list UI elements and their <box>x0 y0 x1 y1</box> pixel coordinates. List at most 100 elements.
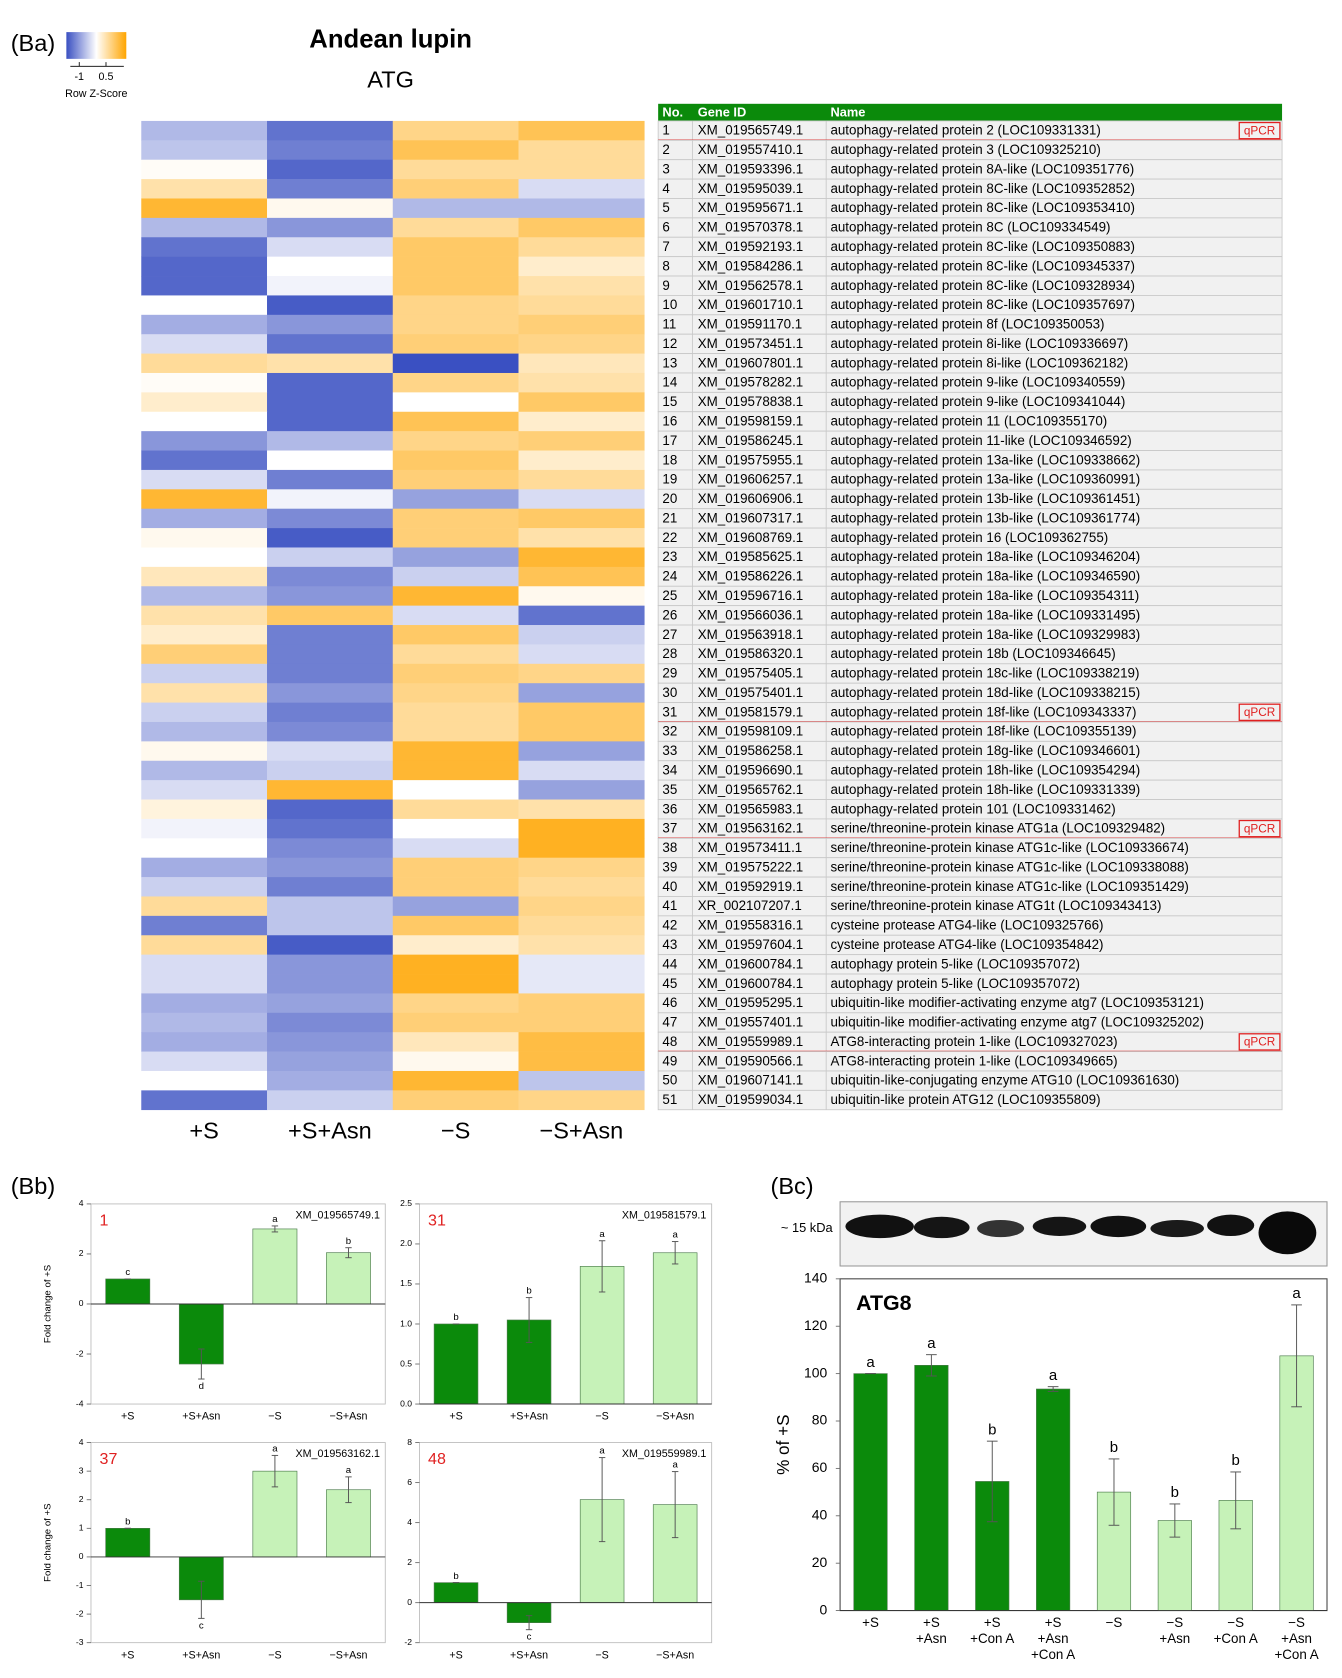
gene-number: 1 <box>100 1211 109 1229</box>
heatmap-cell <box>267 392 394 413</box>
heatmap-cell <box>392 741 519 762</box>
table-cell: 2 <box>662 142 669 157</box>
significance-letter: c <box>125 1267 130 1278</box>
heatmap-cell <box>141 411 268 432</box>
table-cell: XM_019557401.1 <box>698 1015 803 1030</box>
x-tick-label: −S+Asn <box>329 1649 367 1661</box>
bar <box>105 1528 151 1558</box>
y-tick-label: 2 <box>407 1557 412 1567</box>
heatmap-cell <box>518 334 645 354</box>
heatmap-cell <box>518 896 645 917</box>
table-cell: 22 <box>662 530 677 545</box>
qpcr-box <box>1238 1033 1281 1051</box>
heatmap-cell <box>518 993 645 1014</box>
heatmap-cell <box>392 372 519 393</box>
table-cell: XM_019600784.1 <box>698 976 803 991</box>
table-cell: XM_019575405.1 <box>698 666 803 681</box>
table-cell: 47 <box>662 1015 677 1030</box>
heatmap-cell <box>267 256 394 277</box>
table-cell: XM_019599034.1 <box>698 1092 803 1107</box>
plot-frame <box>90 1442 386 1644</box>
heatmap-cell <box>141 547 268 568</box>
x-tick-label: +S <box>923 1615 940 1630</box>
heatmap-cell <box>392 392 519 413</box>
error-bar <box>525 1297 533 1343</box>
table-cell: XM_019606257.1 <box>698 472 803 487</box>
heatmap-cell <box>141 237 268 257</box>
heatmap-cell <box>392 721 519 742</box>
table-cell: 17 <box>662 433 677 448</box>
table-cell: 1 <box>662 123 669 138</box>
bar <box>1036 1388 1071 1611</box>
table-cell: autophagy-related protein 18d-like (LOC1… <box>830 685 1140 700</box>
heatmap-cell <box>392 877 519 897</box>
heatmap-cell <box>518 1012 645 1033</box>
heatmap-cell <box>141 120 268 141</box>
table-cell: XM_019586226.1 <box>698 569 803 584</box>
y-tick-label: 2.0 <box>400 1238 412 1248</box>
heatmap-cell <box>518 295 645 316</box>
heatmap-cell <box>392 896 519 917</box>
heatmap-cell <box>267 353 394 374</box>
table-cell: autophagy-related protein 8C-like (LOC10… <box>830 181 1135 196</box>
heatmap-cell <box>518 159 645 180</box>
table-cell: 20 <box>662 491 677 506</box>
heatmap-cell <box>392 508 519 529</box>
table-cell: 13 <box>662 355 677 370</box>
table-cell: 3 <box>662 161 669 176</box>
bar <box>853 1373 888 1611</box>
western-blot <box>839 1201 1328 1267</box>
error-bar <box>345 1476 352 1504</box>
heatmap-cell <box>267 857 394 878</box>
table-cell: ubiquitin-like protein ATG12 (LOC1093558… <box>830 1092 1100 1107</box>
table-cell: XM_019573411.1 <box>698 840 803 855</box>
table-cell: autophagy-related protein 8C-like (LOC10… <box>830 239 1135 254</box>
heatmap-cell <box>141 760 268 781</box>
table-cell: 46 <box>662 995 677 1010</box>
error-bar <box>598 1457 606 1543</box>
significance-letter: b <box>526 1286 531 1297</box>
column-label: −S+Asn <box>540 1117 624 1143</box>
y-tick-label: 4 <box>407 1517 412 1527</box>
heatmap-cell <box>518 838 645 859</box>
qpcr-label: qPCR <box>1244 822 1275 835</box>
y-tick-label: -2 <box>76 1608 84 1618</box>
heatmap-cell <box>518 314 645 335</box>
heatmap-cell <box>267 877 394 897</box>
heatmap-cell <box>141 586 268 606</box>
heatmap-cell <box>267 547 394 568</box>
heatmap-cell <box>518 1032 645 1052</box>
table-cell: autophagy-related protein 18a-like (LOC1… <box>830 607 1140 622</box>
table-cell: XM_019557410.1 <box>698 142 803 157</box>
table-cell: XM_019592193.1 <box>698 239 803 254</box>
heatmap-cell <box>392 276 519 296</box>
heatmap-cell <box>392 857 519 878</box>
heatmap-cell <box>267 450 394 471</box>
heatmap-cell <box>392 198 519 219</box>
heatmap-cell <box>518 547 645 568</box>
y-tick-label: 8 <box>407 1437 412 1447</box>
table-cell: XM_019595039.1 <box>698 181 803 196</box>
y-tick-label: 120 <box>804 1317 827 1333</box>
table-header-cell: Name <box>830 104 865 119</box>
table-cell: autophagy-related protein 9-like (LOC109… <box>830 394 1125 409</box>
table-cell: 40 <box>662 879 677 894</box>
table-cell: 6 <box>662 220 669 235</box>
table-cell: 16 <box>662 414 677 429</box>
heatmap-cell <box>518 954 645 975</box>
table-cell: XM_019565762.1 <box>698 782 803 797</box>
gene-id: XM_019563162.1 <box>296 1448 380 1460</box>
significance-letter: d <box>199 1381 204 1392</box>
table-cell: autophagy-related protein 3 (LOC10932521… <box>830 142 1100 157</box>
heatmap-cell <box>141 605 268 626</box>
x-tick-label: +Asn <box>1159 1631 1190 1646</box>
heatmap-cell <box>392 469 519 490</box>
heatmap-cell <box>267 702 394 723</box>
heatmap-cell <box>518 644 645 665</box>
heatmap-cell <box>141 450 268 471</box>
x-tick-label: −S <box>595 1411 608 1423</box>
table-cell: 12 <box>662 336 677 351</box>
table-cell: serine/threonine-protein kinase ATG1c-li… <box>830 840 1188 855</box>
heatmap-cell <box>267 1032 394 1052</box>
heatmap-cell <box>267 780 394 800</box>
